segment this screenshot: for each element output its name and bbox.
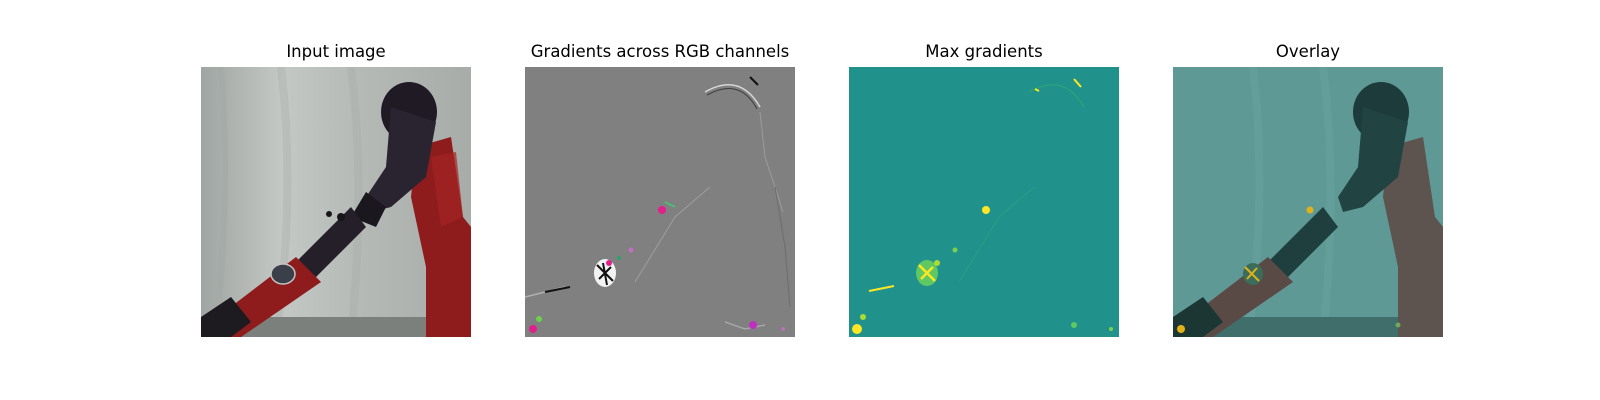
panel-title: Overlay <box>1275 42 1341 61</box>
panel-max-gradients: Max gradients <box>849 0 1119 400</box>
panel-title: Input image <box>286 42 386 61</box>
max-gradients-image <box>849 67 1119 337</box>
panel-title: Gradients across RGB channels <box>530 42 790 61</box>
gradients-rgb-image <box>525 67 795 337</box>
panel-input-image: Input image <box>201 0 471 400</box>
panel-title: Max gradients <box>925 42 1043 61</box>
panel-gradients-rgb: Gradients across RGB channels <box>525 0 795 400</box>
overlay-image <box>1173 67 1443 337</box>
input-image <box>201 67 471 337</box>
panel-overlay: Overlay <box>1173 0 1443 400</box>
